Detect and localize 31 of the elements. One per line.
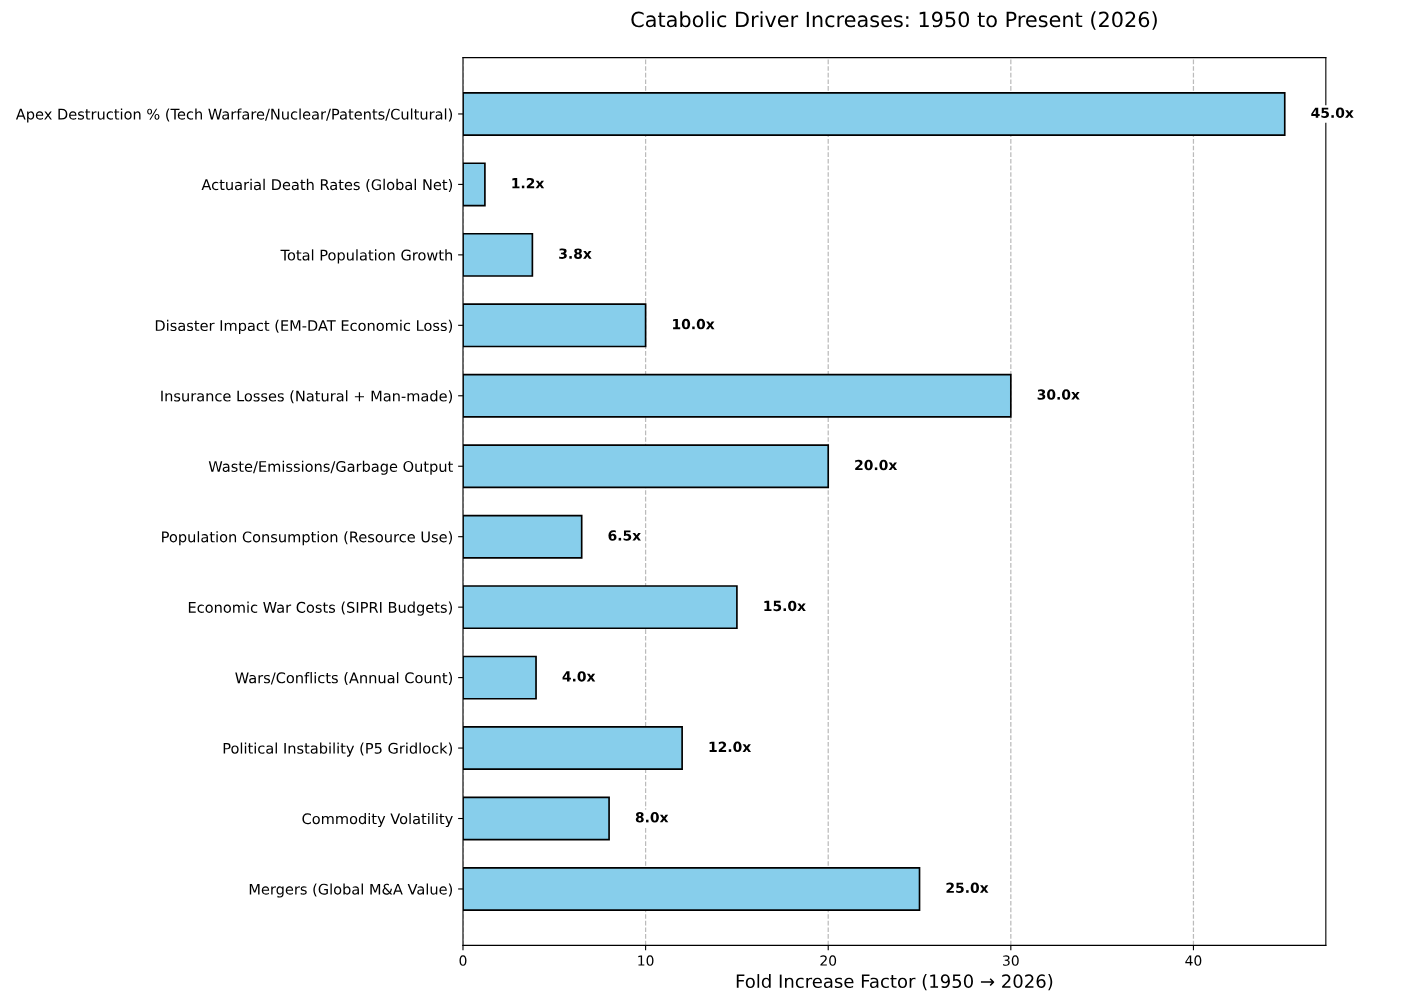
data-label: 4.0x (562, 671, 596, 682)
y-tick-label: Disaster Impact (EM-DAT Economic Loss) (155, 319, 453, 334)
x-tick-label: 40 (1185, 955, 1202, 966)
data-label: 6.5x (608, 530, 641, 541)
y-tick-label: Mergers (Global M&A Value) (249, 883, 453, 898)
data-label: 12.0x (709, 741, 752, 753)
data-label: 8.0x (635, 812, 669, 823)
y-tick-label: Commodity Volatility (302, 812, 453, 828)
data-label: 10.0x (673, 318, 715, 330)
data-label: 30.0x (1037, 389, 1080, 400)
y-tick-label: Wars/Conflicts (Annual Count) (235, 672, 453, 686)
y-tick-label: Insurance Losses (Natural + Man-made) (161, 390, 453, 404)
data-label: 15.0x (764, 600, 806, 612)
y-tick-label: Economic War Costs (SIPRI Budgets) (188, 601, 453, 616)
data-label: 20.0x (855, 459, 898, 471)
data-label: 1.2x (512, 177, 545, 189)
y-tick-label: Political Instability (P5 Gridlock) (223, 742, 453, 757)
chart-title: Catabolic Driver Increases: 1950 to Present (2026) (631, 11, 1157, 30)
y-tick-label: Waste/Emissions/Garbage Output (208, 460, 453, 475)
y-tick-label: Apex Destruction % (Tech Warfare/Nuclear/Patents/Cultural) (15, 108, 453, 123)
x-tick-label: 10 (638, 955, 654, 966)
y-tick-label: Actuarial Death Rates (Global Net) (201, 178, 453, 192)
y-tick-label: Population Consumption (Resource Use) (162, 531, 453, 546)
y-tick-label: Total Population Growth (280, 249, 453, 264)
data-label: 45.0x (1311, 107, 1354, 118)
x-axis-title: Fold Increase Factor (1950 → 2026) (736, 974, 1053, 991)
x-tick-label: 30 (1003, 955, 1019, 966)
data-label: 25.0x (946, 882, 989, 893)
data-label: 3.8x (559, 248, 592, 259)
x-tick-label: 0 (459, 955, 467, 966)
x-tick-label: 20 (820, 955, 837, 966)
